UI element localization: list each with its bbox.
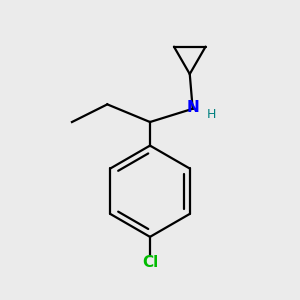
Text: Cl: Cl [142,255,158,270]
Text: H: H [206,108,216,121]
Text: N: N [186,100,199,115]
